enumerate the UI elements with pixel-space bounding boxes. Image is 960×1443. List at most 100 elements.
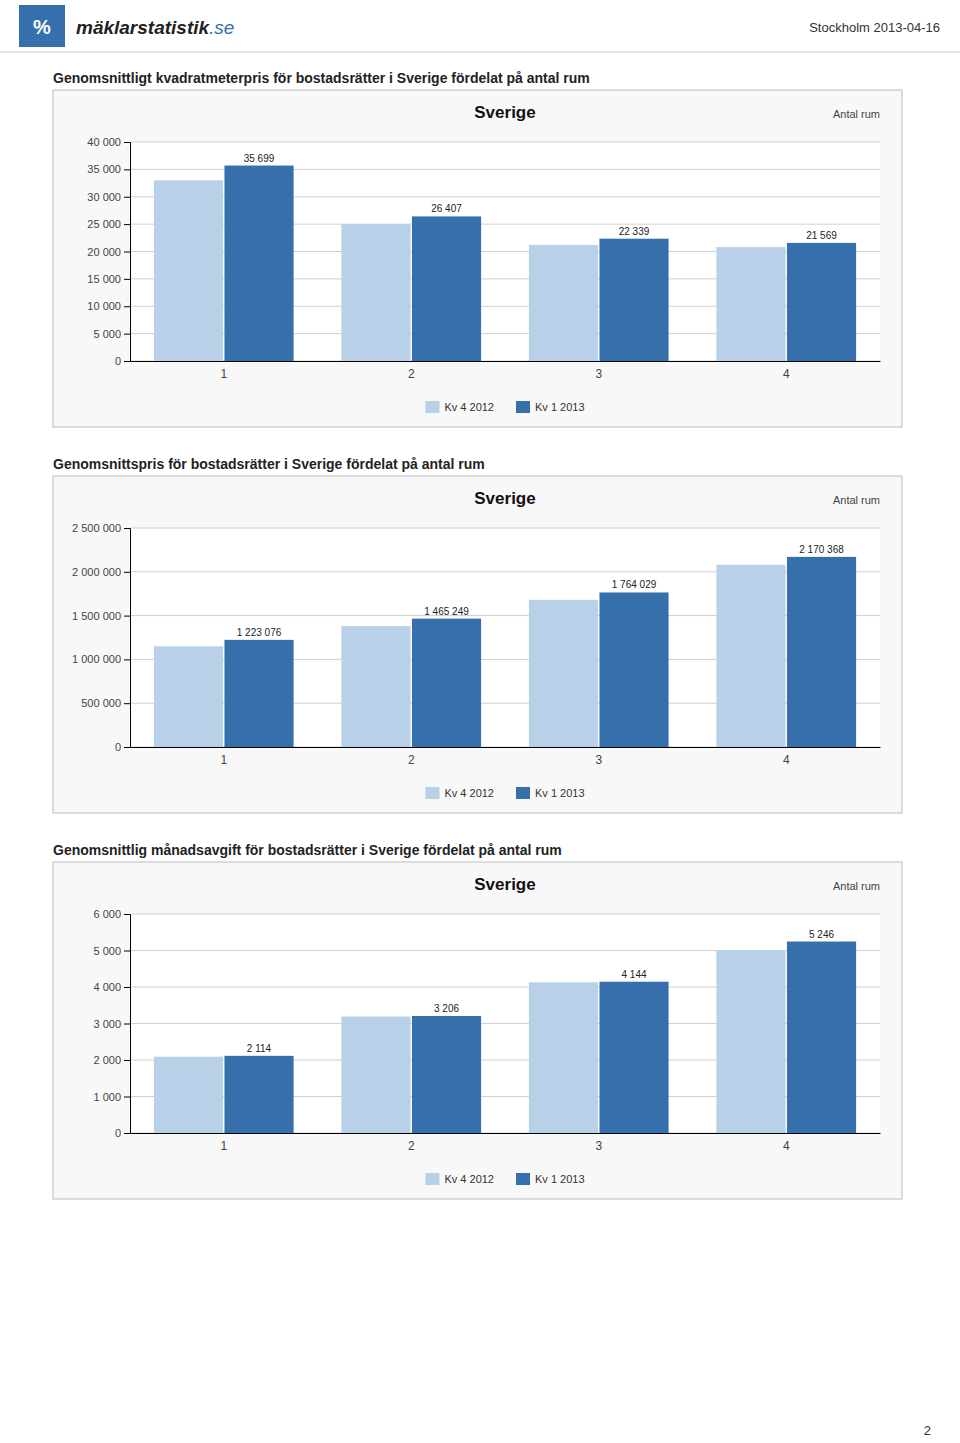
series (224, 557, 856, 747)
y-tick-mark (124, 1024, 130, 1025)
bar (529, 982, 598, 1133)
y-tick: 1 500 000 (72, 610, 130, 622)
y-tick: 35 000 (87, 163, 130, 175)
data-labels: 1 223 0761 465 2491 764 0292 170 368 (237, 544, 844, 638)
data-label: 26 407 (431, 203, 462, 214)
y-tick: 10 000 (87, 300, 130, 312)
x-tick-label: 4 (783, 367, 790, 381)
y-tick-mark (124, 279, 130, 280)
panel (53, 90, 902, 427)
legend-label: Kv 4 2012 (444, 787, 494, 799)
data-label: 1 764 029 (612, 579, 657, 590)
legend-item: Kv 1 2013 (516, 787, 585, 799)
bar (787, 942, 856, 1133)
x-tick-label: 3 (595, 367, 602, 381)
y-tick-label: 0 (115, 741, 121, 753)
bar (412, 619, 481, 747)
y-tick-mark (124, 1097, 130, 1098)
page: %mäklarstatistik.seStockholm 2013-04-162… (0, 0, 960, 1443)
y-tick: 2 000 000 (72, 566, 130, 578)
bar (341, 1017, 410, 1133)
x-tick: 1 (220, 747, 227, 767)
plot-area (130, 914, 880, 1133)
data-label: 3 206 (434, 1003, 459, 1014)
y-tick: 1 000 (93, 1091, 130, 1103)
series (224, 942, 856, 1133)
y-tick-mark (124, 1133, 130, 1134)
bars (154, 557, 856, 747)
header-separator (0, 52, 960, 53)
legend-label: Kv 1 2013 (535, 401, 585, 413)
legend-item: Kv 1 2013 (516, 1173, 585, 1185)
bar (154, 1057, 223, 1133)
legend-swatch (516, 401, 530, 413)
legend-swatch (425, 787, 439, 799)
y-tick-label: 2 500 000 (72, 522, 121, 534)
y-tick-label: 2 000 (93, 1054, 121, 1066)
bar (154, 180, 223, 361)
grid (130, 914, 880, 1133)
y-tick: 0 (115, 1127, 130, 1139)
legend: Kv 4 2012 Kv 1 2013 (425, 401, 584, 413)
x-tick: 3 (595, 747, 602, 767)
grid-line (130, 528, 880, 529)
bar (154, 646, 223, 747)
x-tick-label: 1 (220, 367, 227, 381)
logo-domain: .se (209, 17, 234, 38)
grid-line (130, 914, 880, 915)
y-tick-label: 1 000 000 (72, 653, 121, 665)
bar (716, 247, 785, 361)
y-tick-mark (124, 914, 130, 915)
x-tick: 4 (783, 747, 790, 767)
y-tick-label: 4 000 (93, 981, 121, 993)
legend-label: Kv 1 2013 (535, 1173, 585, 1185)
x-tick-label: 3 (595, 1139, 602, 1153)
data-label: 22 339 (619, 226, 650, 237)
chart-title: Sverige (474, 875, 535, 894)
y-axis-line (124, 529, 131, 748)
y-tick-label: 1 500 000 (72, 610, 121, 622)
bar (787, 243, 856, 361)
x-tick-label: 2 (408, 367, 415, 381)
logo-text: mäklarstatistik.se (76, 17, 234, 38)
data-label: 5 246 (809, 929, 834, 940)
x-axis: 1234 (131, 747, 881, 767)
section-title: Genomsnittspris för bostadsrätter i Sver… (53, 456, 485, 472)
bar (412, 216, 481, 361)
y-tick-label: 3 000 (93, 1018, 121, 1030)
y-tick-label: 5 000 (93, 328, 121, 340)
y-axis: 01 0002 0003 0004 0005 0006 000 (93, 908, 130, 1139)
x-tick: 3 (595, 1133, 602, 1153)
y-tick-mark (124, 703, 130, 704)
x-axis-title: Antal rum (833, 494, 880, 506)
legend-swatch (425, 1173, 439, 1185)
y-axis-line (124, 143, 131, 362)
legend-item: Kv 4 2012 (425, 787, 494, 799)
data-label: 1 465 249 (424, 606, 469, 617)
y-tick: 15 000 (87, 273, 130, 285)
y-tick-mark (124, 616, 130, 617)
x-axis: 1234 (131, 1133, 881, 1153)
x-axis-title: Antal rum (833, 880, 880, 892)
legend-label: Kv 4 2012 (444, 401, 494, 413)
y-tick-label: 35 000 (87, 163, 121, 175)
x-tick-label: 1 (220, 1139, 227, 1153)
bar (224, 1056, 293, 1133)
logo-name: mäklarstatistik (76, 17, 211, 38)
y-tick: 40 000 (87, 136, 130, 148)
y-tick: 20 000 (87, 246, 130, 258)
x-tick-label: 4 (783, 753, 790, 767)
x-tick: 3 (595, 361, 602, 381)
y-tick-label: 10 000 (87, 300, 121, 312)
legend-swatch (516, 1173, 530, 1185)
header-date: Stockholm 2013-04-16 (809, 20, 940, 35)
bar (224, 166, 293, 361)
grid (130, 142, 880, 361)
x-tick: 2 (408, 1133, 415, 1153)
y-tick: 500 000 (81, 697, 130, 709)
y-tick-mark (124, 361, 130, 362)
y-axis: 05 00010 00015 00020 00025 00030 00035 0… (87, 136, 130, 367)
plot-area (130, 528, 880, 747)
y-tick: 2 500 000 (72, 522, 130, 534)
y-tick-label: 2 000 000 (72, 566, 121, 578)
